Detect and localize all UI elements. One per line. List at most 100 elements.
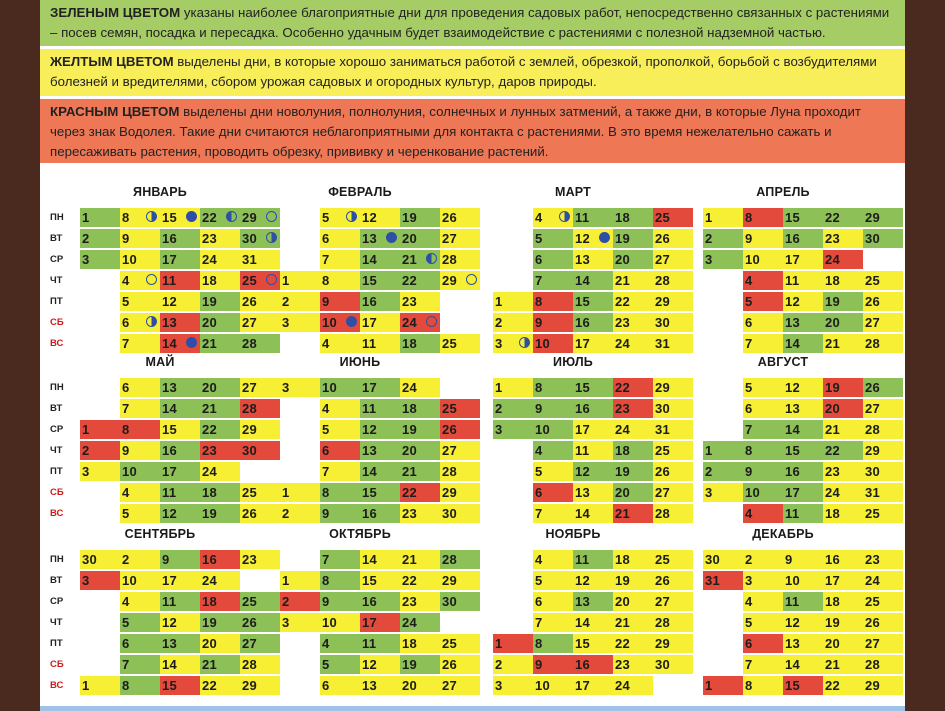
day-cell: 7 bbox=[120, 655, 160, 674]
day-number: 30 bbox=[655, 401, 671, 416]
day-number: 25 bbox=[865, 273, 881, 288]
day-cell: 6 bbox=[533, 592, 573, 611]
day-cell: 30 bbox=[240, 441, 280, 460]
day-number: 20 bbox=[202, 380, 218, 395]
day-number: 11 bbox=[162, 594, 177, 609]
day-cell: 1 bbox=[493, 378, 533, 397]
day-cell: 27 bbox=[863, 399, 903, 418]
day-number: 27 bbox=[242, 380, 258, 395]
day-cell: 30 bbox=[653, 655, 693, 674]
day-cell: 17 bbox=[573, 676, 613, 695]
day-number: 16 bbox=[162, 443, 178, 458]
day-cell: 10 bbox=[743, 250, 783, 269]
day-number: 23 bbox=[402, 594, 418, 609]
day-cell: 3 bbox=[280, 378, 320, 397]
day-number: 22 bbox=[825, 678, 841, 693]
day-cell: 7 bbox=[120, 334, 160, 353]
day-number: 8 bbox=[122, 678, 130, 693]
day-cell: 8 bbox=[533, 378, 573, 397]
day-cell: 14 bbox=[573, 613, 613, 632]
day-number: 3 bbox=[705, 485, 713, 500]
day-cell: 28 bbox=[863, 420, 903, 439]
day-cell: 2 bbox=[80, 441, 120, 460]
day-cell: 4 bbox=[120, 483, 160, 502]
day-number: 24 bbox=[615, 336, 631, 351]
day-number: 9 bbox=[322, 506, 330, 521]
day-cell: 20 bbox=[613, 483, 653, 502]
moon-phase-icon bbox=[186, 211, 197, 222]
day-cell: 2 bbox=[743, 550, 783, 569]
day-number: 18 bbox=[402, 401, 418, 416]
day-cell: 12 bbox=[573, 462, 613, 481]
day-cell: 3 bbox=[703, 250, 743, 269]
day-number: 25 bbox=[865, 506, 881, 521]
day-number: 16 bbox=[575, 315, 591, 330]
day-number: 20 bbox=[402, 678, 418, 693]
day-number: 11 bbox=[162, 273, 177, 288]
day-cell: 26 bbox=[653, 462, 693, 481]
day-number: 21 bbox=[402, 252, 418, 267]
day-cell: 24 bbox=[613, 420, 653, 439]
day-cell: 6 bbox=[320, 441, 360, 460]
day-cell: 30 bbox=[80, 550, 120, 569]
day-cell: 10 bbox=[120, 571, 160, 590]
weekday-label: СБ bbox=[50, 317, 64, 328]
day-cell: 2 bbox=[280, 292, 320, 311]
day-cell: 20 bbox=[823, 634, 863, 653]
day-number: 18 bbox=[615, 210, 631, 225]
day-number: 25 bbox=[655, 552, 671, 567]
weekday-label: ЧТ bbox=[50, 617, 63, 628]
day-cell: 16 bbox=[573, 399, 613, 418]
moon-phase-icon bbox=[226, 211, 237, 222]
day-number: 9 bbox=[745, 464, 753, 479]
day-number: 11 bbox=[575, 443, 590, 458]
day-number: 6 bbox=[745, 401, 753, 416]
day-cell: 19 bbox=[400, 420, 440, 439]
month-title: ИЮЛЬ bbox=[553, 355, 593, 369]
weekday-label: СР bbox=[50, 254, 64, 265]
day-number: 25 bbox=[442, 636, 458, 651]
weekday-label: СБ bbox=[50, 659, 64, 670]
day-cell: 12 bbox=[360, 208, 400, 227]
day-number: 15 bbox=[162, 210, 178, 225]
day-cell: 2 bbox=[493, 655, 533, 674]
day-number: 21 bbox=[615, 506, 631, 521]
day-cell: 21 bbox=[613, 613, 653, 632]
day-number: 6 bbox=[322, 678, 330, 693]
day-number: 30 bbox=[442, 594, 458, 609]
day-number: 30 bbox=[655, 315, 671, 330]
day-cell: 26 bbox=[440, 655, 480, 674]
day-cell: 18 bbox=[613, 208, 653, 227]
day-number: 26 bbox=[655, 464, 671, 479]
day-cell: 17 bbox=[360, 313, 400, 332]
day-cell: 15 bbox=[573, 378, 613, 397]
day-number: 27 bbox=[242, 636, 258, 651]
day-cell: 17 bbox=[360, 613, 400, 632]
day-cell: 22 bbox=[200, 676, 240, 695]
day-number: 8 bbox=[745, 678, 753, 693]
day-number: 28 bbox=[242, 401, 258, 416]
weekday-label: ПТ bbox=[50, 638, 63, 649]
day-number: 26 bbox=[655, 231, 671, 246]
day-cell: 11 bbox=[360, 334, 400, 353]
day-cell: 19 bbox=[200, 613, 240, 632]
weekday-label: ВТ bbox=[50, 403, 63, 414]
day-number: 2 bbox=[282, 594, 290, 609]
day-number: 21 bbox=[825, 657, 841, 672]
day-cell: 15 bbox=[160, 420, 200, 439]
day-number: 8 bbox=[535, 636, 543, 651]
day-cell: 15 bbox=[783, 208, 823, 227]
day-number: 27 bbox=[442, 231, 458, 246]
day-cell: 13 bbox=[160, 313, 200, 332]
day-cell: 24 bbox=[863, 571, 903, 590]
day-number: 4 bbox=[322, 336, 330, 351]
day-number: 6 bbox=[745, 636, 753, 651]
day-number: 3 bbox=[495, 336, 503, 351]
day-cell: 12 bbox=[783, 613, 823, 632]
moon-phase-icon bbox=[466, 274, 477, 285]
day-number: 24 bbox=[202, 573, 218, 588]
day-cell: 13 bbox=[160, 634, 200, 653]
day-number: 25 bbox=[442, 336, 458, 351]
day-number: 16 bbox=[575, 657, 591, 672]
day-cell: 25 bbox=[863, 271, 903, 290]
